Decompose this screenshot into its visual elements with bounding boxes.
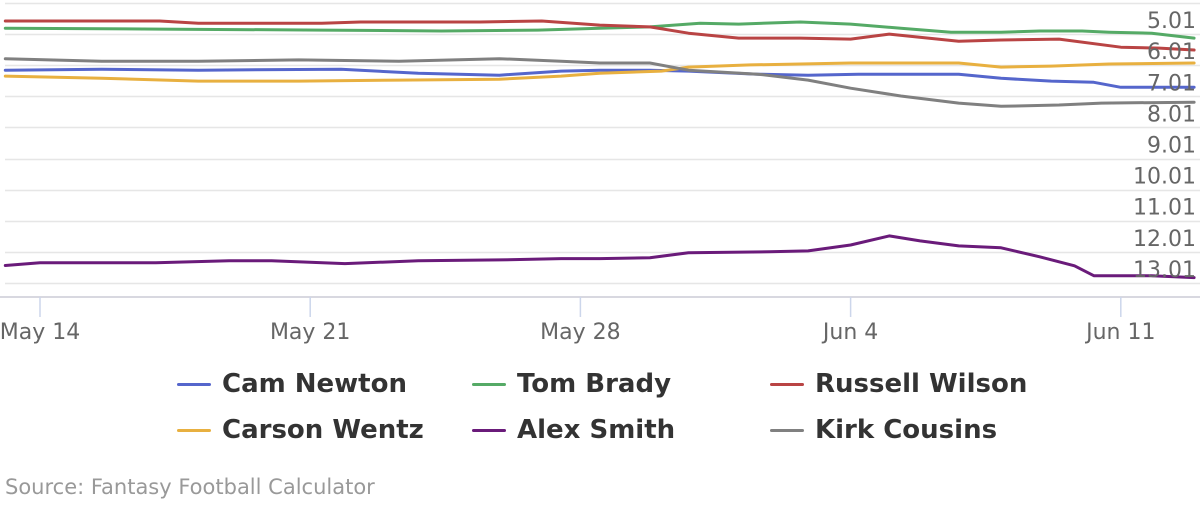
legend: Cam Newton Tom Brady Russell Wilson Cars…: [0, 362, 1200, 454]
legend-item-cam-newton[interactable]: Cam Newton: [177, 364, 407, 404]
series-line-swatch-icon: [472, 428, 506, 432]
legend-label: Kirk Cousins: [815, 415, 998, 445]
y-axis-labels: 5.01 6.01 7.01 8.01 9.01 10.01 11.01 12.01 13.01: [1133, 9, 1196, 283]
y-tick-label: 7.01: [1147, 71, 1196, 96]
legend-label: Tom Brady: [517, 369, 672, 399]
legend-item-kirk-cousins[interactable]: Kirk Cousins: [770, 410, 997, 450]
legend-item-carson-wentz[interactable]: Carson Wentz: [177, 410, 424, 450]
series-line-swatch-icon: [177, 428, 211, 432]
x-tick-label: May 21: [270, 320, 350, 345]
y-gridlines: [5, 2, 1200, 285]
x-tick-label: May 28: [540, 320, 620, 345]
y-tick-label: 11.01: [1133, 196, 1196, 221]
x-tick-label: Jun 11: [1084, 320, 1155, 345]
series-line-swatch-icon: [770, 428, 804, 432]
y-tick-label: 10.01: [1133, 165, 1196, 190]
y-tick-label: 6.01: [1147, 40, 1196, 65]
series-line-alex-smith[interactable]: [3, 234, 1196, 280]
legend-item-russell-wilson[interactable]: Russell Wilson: [770, 364, 1027, 404]
legend-label: Cam Newton: [222, 369, 407, 399]
x-tick-label: May 14: [0, 320, 80, 345]
source-credit: Source: Fantasy Football Calculator: [5, 475, 375, 499]
series-line-kirk-cousins[interactable]: [3, 57, 1196, 108]
series-line-swatch-icon: [770, 382, 804, 386]
x-tick-label: Jun 4: [821, 320, 878, 345]
y-tick-label: 12.01: [1133, 227, 1196, 252]
series-line-russell-wilson[interactable]: [3, 19, 1196, 52]
series-line-swatch-icon: [177, 382, 211, 386]
y-tick-label: 13.01: [1133, 258, 1196, 283]
series-lines: [3, 19, 1196, 280]
y-tick-label: 9.01: [1147, 134, 1196, 159]
legend-label: Alex Smith: [517, 415, 676, 445]
series-line-swatch-icon: [472, 382, 506, 386]
x-axis: May 14 May 21 May 28 Jun 4 Jun 11: [0, 296, 1200, 345]
legend-label: Russell Wilson: [815, 369, 1028, 399]
y-tick-label: 8.01: [1147, 102, 1196, 127]
y-tick-label: 5.01: [1147, 9, 1196, 34]
legend-item-tom-brady[interactable]: Tom Brady: [472, 364, 671, 404]
line-chart: May 14 May 21 May 28 Jun 4 Jun 11 5.01 6.01 7.…: [0, 2, 1200, 345]
legend-item-alex-smith[interactable]: Alex Smith: [472, 410, 675, 450]
series-line-tom-brady[interactable]: [3, 20, 1196, 40]
legend-label: Carson Wentz: [222, 415, 424, 445]
